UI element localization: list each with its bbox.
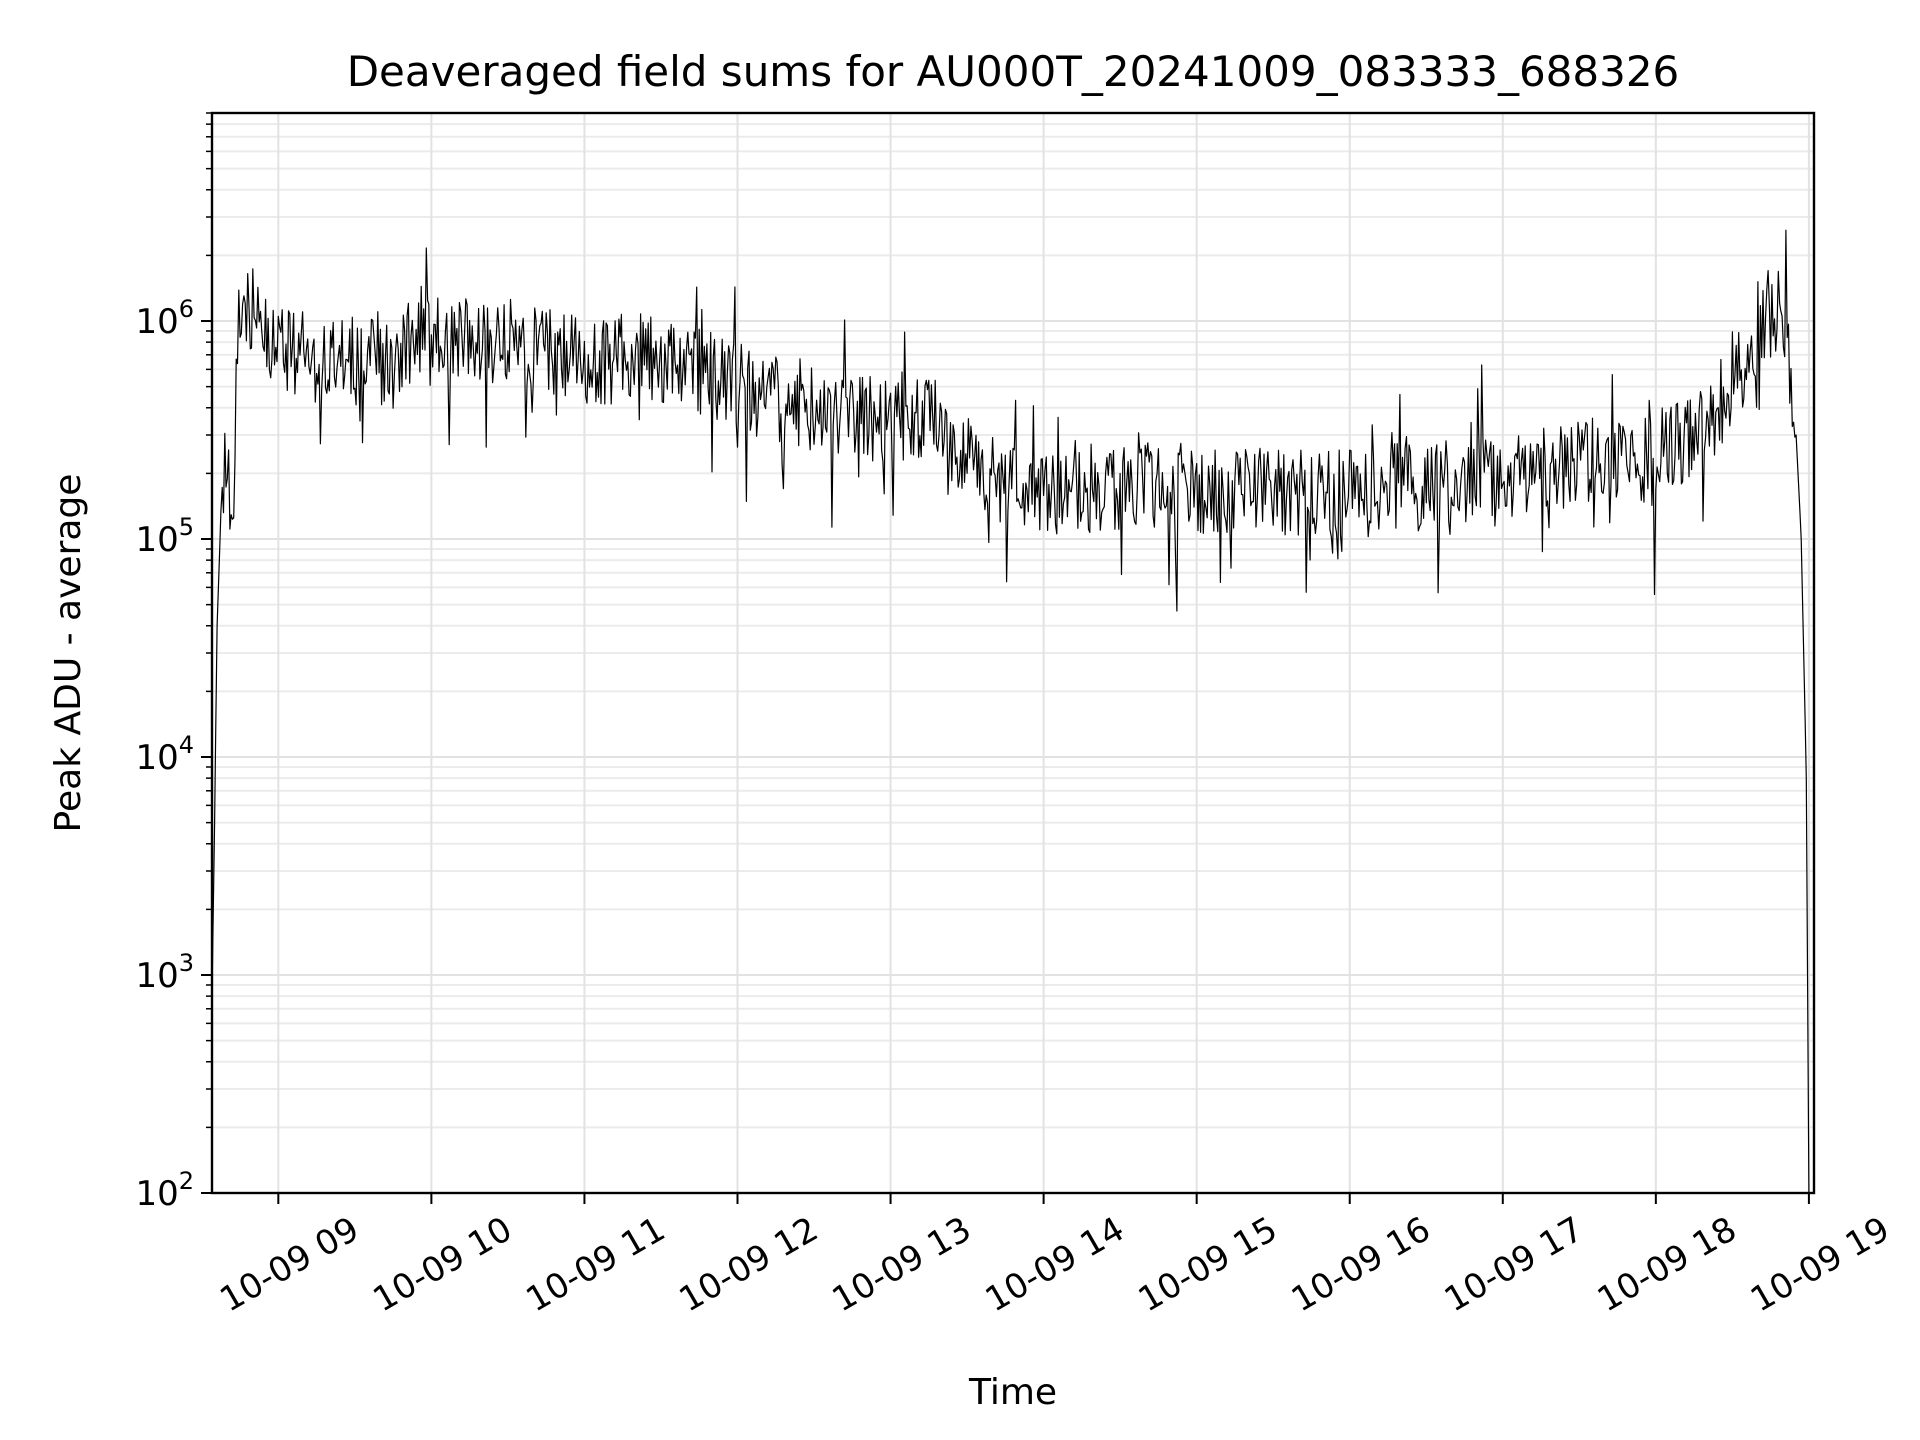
y-tick-label: 102	[135, 1167, 194, 1214]
y-tick-label: 103	[135, 949, 194, 996]
grid	[212, 112, 1814, 1194]
series-layer	[211, 229, 1810, 1194]
data-series-line	[211, 229, 1810, 1194]
x-axis-label: Time	[968, 1372, 1057, 1413]
y-tick-label: 105	[135, 513, 194, 560]
y-tick-label: 104	[135, 731, 194, 778]
chart-title: Deaveraged field sums for AU000T_2024100…	[347, 47, 1680, 96]
y-tick-label: 106	[135, 295, 194, 342]
y-axis-label: Peak ADU - average	[48, 474, 89, 833]
